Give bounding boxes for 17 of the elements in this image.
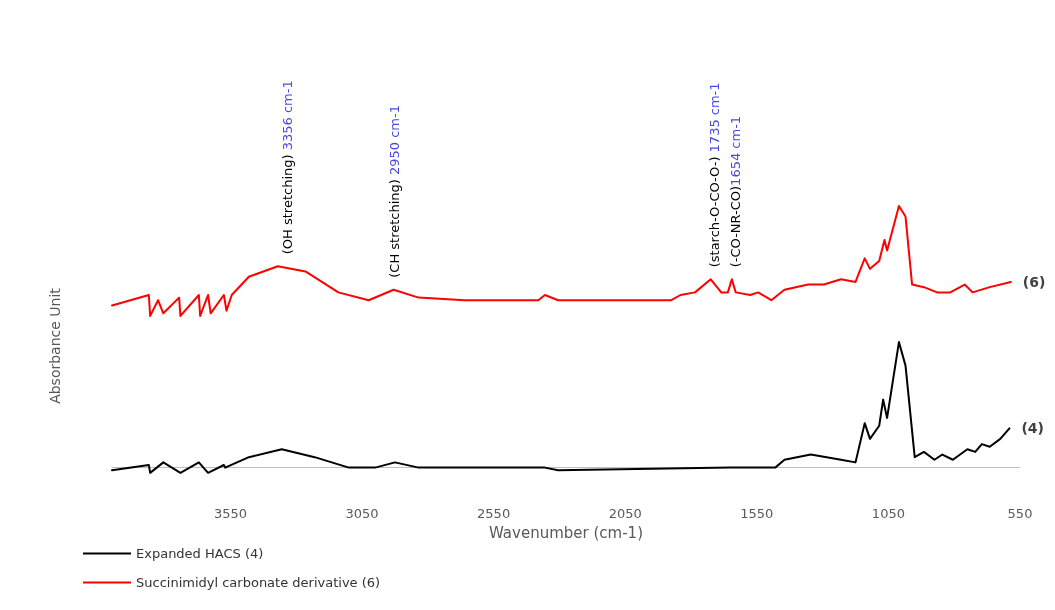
y-axis-title: Absorbance Unit	[47, 287, 63, 404]
x-tick-label: 1050	[871, 506, 905, 521]
x-tick-label: 3050	[345, 506, 379, 521]
annotation: (6)	[1022, 273, 1046, 290]
annotation: (OH stretching) 3356 cm-1	[279, 80, 295, 255]
annotation: (4)	[1021, 420, 1045, 437]
x-tick-label: 3550	[213, 506, 247, 521]
x-axis-title: Wavenumber (cm-1)	[489, 523, 643, 542]
x-tick-label: 550	[1007, 506, 1033, 521]
x-tick-label: 2550	[477, 506, 511, 521]
annotation: (starch-O-CO-O-) 1735 cm-1	[706, 82, 722, 268]
x-tick-label: 2050	[608, 506, 642, 521]
annotation: (-CO-NR-CO)1654 cm-1	[727, 115, 743, 268]
legend-label: Expanded HACS (4)	[136, 546, 264, 561]
legend-label: Succinimidyl carbonate derivative (6)	[136, 575, 381, 590]
x-tick-label: 1550	[740, 506, 774, 521]
annotation: (CH stretching) 2950 cm-1	[386, 105, 402, 278]
